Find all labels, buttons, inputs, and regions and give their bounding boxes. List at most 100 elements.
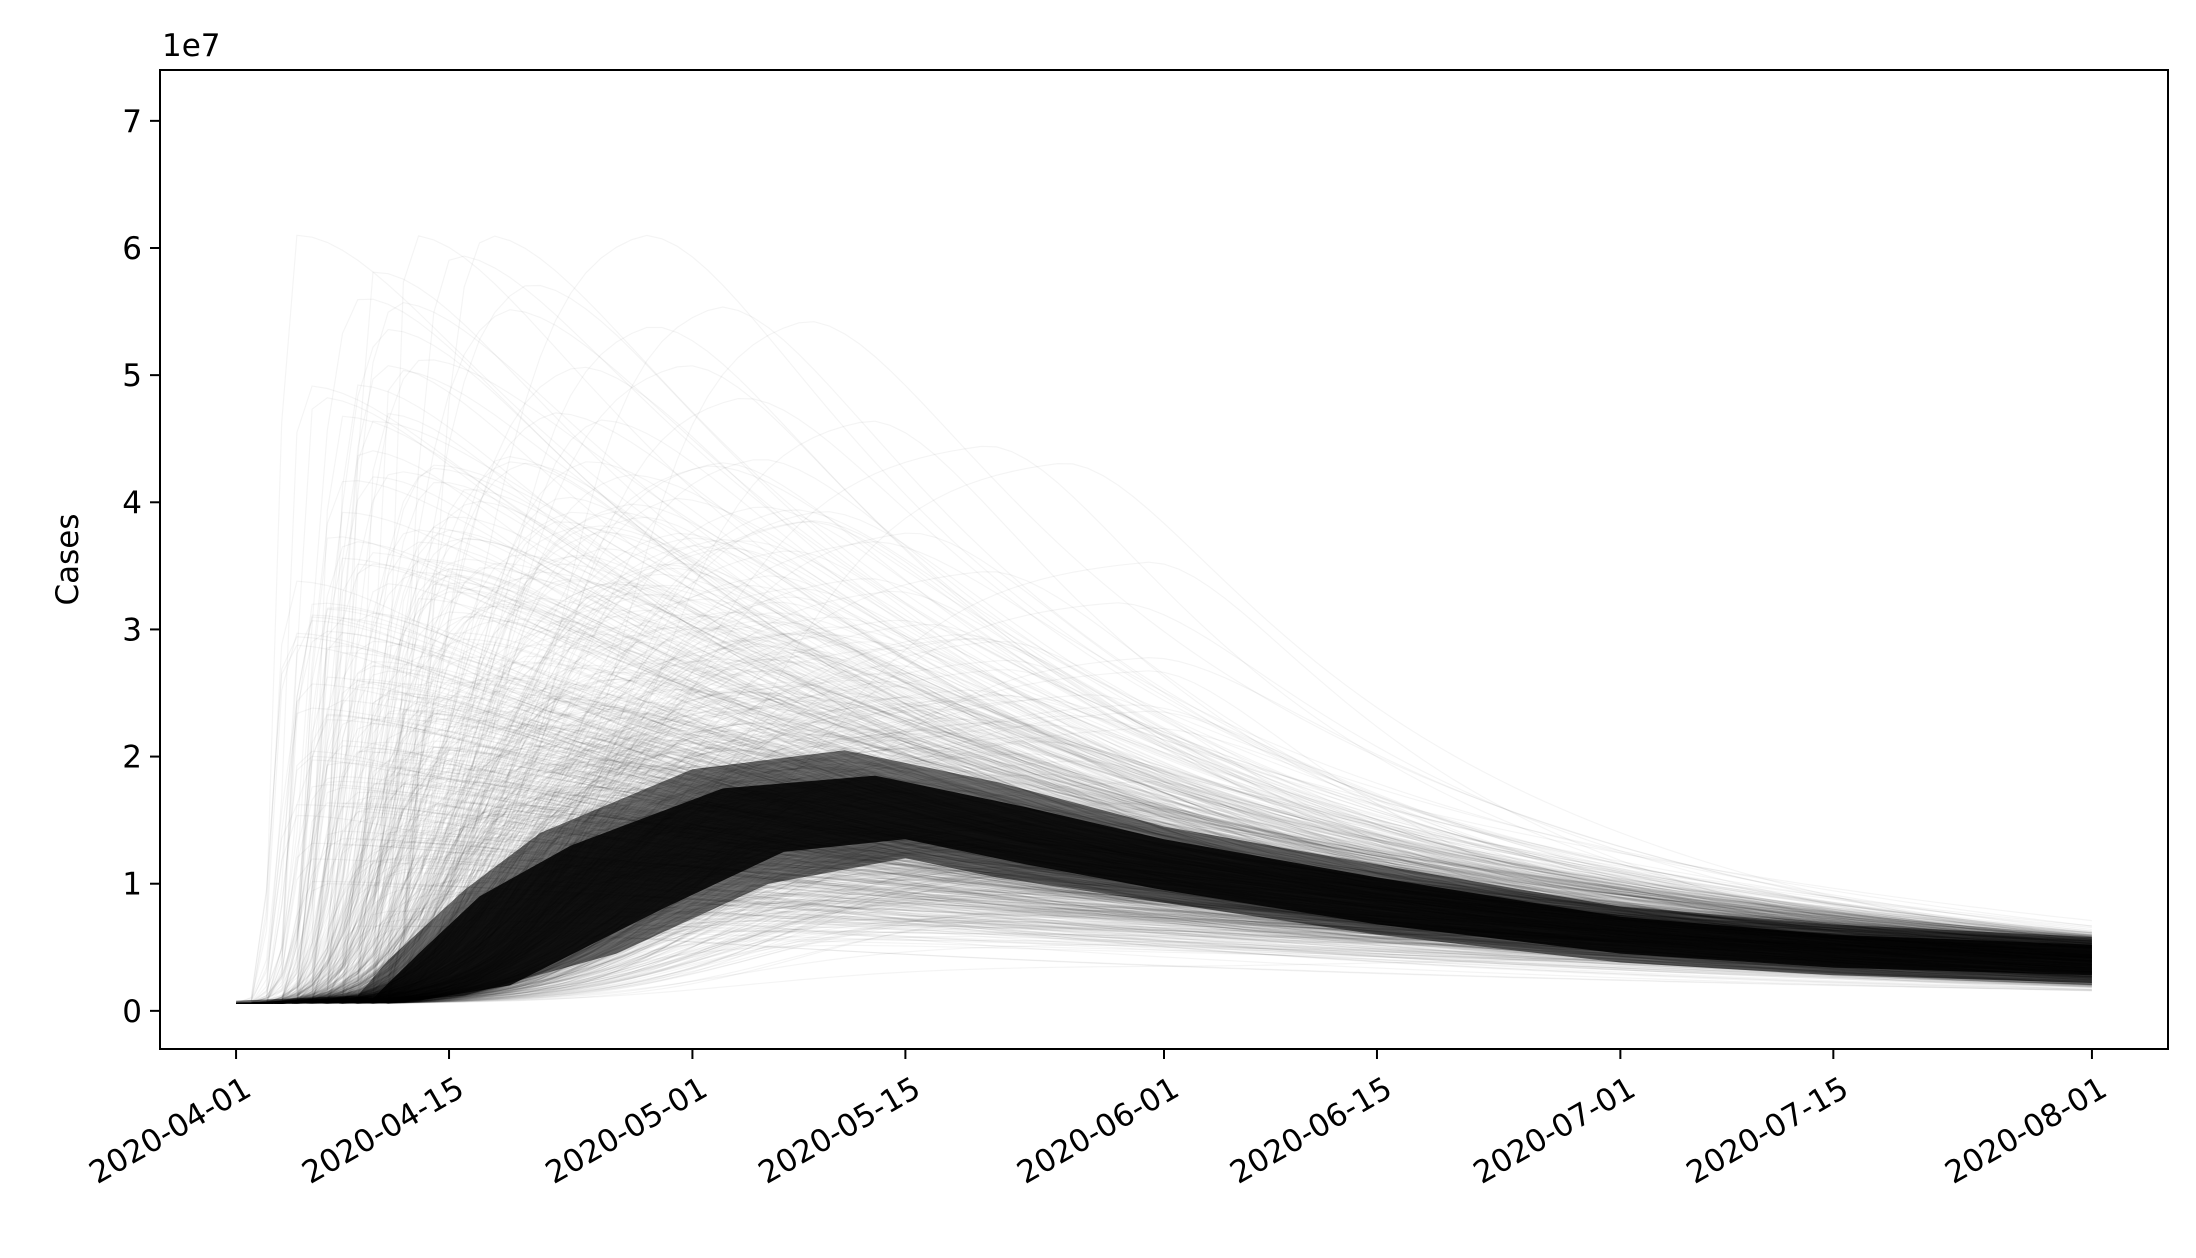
trajectory-line [236, 611, 2092, 1004]
trajectory-line [236, 768, 2092, 1004]
trajectory-line [236, 538, 2092, 1004]
trajectory-line [236, 706, 2092, 1004]
trajectory-line [236, 609, 2092, 1004]
trajectory-line [236, 627, 2092, 1004]
trajectory-line [236, 467, 2092, 1004]
trajectory-line [236, 594, 2092, 1004]
trajectory-line [236, 662, 2092, 1004]
dense-core-band-inner [266, 775, 2092, 1004]
trajectory-line [236, 541, 2092, 1004]
trajectory-line [236, 474, 2092, 1004]
y-tick-label: 0 [122, 994, 142, 1030]
y-tick-label: 3 [122, 612, 142, 648]
trajectory-line [236, 359, 2092, 1004]
trajectory-line [236, 369, 2092, 1004]
y-tick-label: 7 [122, 104, 142, 140]
trajectory-line [236, 704, 2092, 1004]
trajectory-line [236, 561, 2092, 1004]
trajectory-line [236, 587, 2092, 1004]
trajectory-line [236, 459, 2092, 1004]
trajectory-line [236, 471, 2092, 1004]
trajectory-line [236, 690, 2092, 1004]
trajectory-line [236, 540, 2092, 1004]
trajectory-line [236, 235, 2092, 1004]
y-axis-title: Cases [50, 513, 86, 605]
trajectory-line [236, 727, 2092, 1004]
trajectory-line [236, 531, 2092, 1004]
trajectory-line [236, 462, 2092, 1004]
trajectory-line [236, 656, 2092, 1004]
trajectory-line [236, 805, 2092, 1004]
trajectory-line [236, 497, 2092, 1004]
trajectory-line [236, 678, 2092, 1004]
trajectory-line [236, 479, 2092, 1004]
trajectory-line [236, 309, 2092, 1004]
trajectory-line [236, 741, 2092, 1004]
trajectory-line [236, 587, 2092, 1004]
trajectory-line [236, 419, 2092, 1004]
y-axis-offset-text: 1e7 [162, 28, 221, 64]
trajectory-line [236, 710, 2092, 1004]
trajectory-line [236, 563, 2092, 1004]
y-tick-label: 4 [122, 485, 142, 521]
trajectory-line [236, 694, 2092, 1004]
trajectory-line [236, 714, 2092, 1004]
trajectory-line [236, 511, 2092, 1004]
trajectory-line [236, 558, 2092, 1004]
trajectory-line [236, 822, 2092, 1004]
trajectory-line [236, 526, 2092, 1004]
trajectory-line [236, 906, 2092, 1004]
trajectory-line [236, 643, 2092, 1004]
trajectory-line [236, 235, 2092, 1004]
trajectory-line [236, 415, 2092, 1004]
trajectory-line [236, 660, 2092, 1004]
trajectory-line [236, 537, 2092, 1004]
trajectory-line [236, 605, 2092, 1004]
trajectory-line [236, 506, 2092, 1004]
trajectory-line [236, 525, 2092, 1004]
trajectory-line [236, 326, 2092, 1004]
trajectory-line [236, 636, 2092, 1004]
trajectory-ensemble [235, 234, 2092, 1004]
trajectory-line [236, 511, 2092, 1004]
trajectory-line [236, 554, 2092, 1004]
trajectory-line [236, 255, 2092, 1004]
trajectory-line [236, 624, 2092, 1004]
trajectory-line [236, 664, 2092, 1004]
trajectory-line [236, 306, 2092, 1004]
trajectory-line [236, 420, 2092, 1004]
trajectory-line [236, 584, 2092, 1004]
trajectory-line [236, 567, 2092, 1004]
trajectory-line [236, 611, 2092, 1004]
trajectory-line [236, 654, 2092, 1004]
trajectory-line [236, 591, 2092, 1004]
y-tick-label: 1 [122, 867, 142, 903]
trajectory-line [236, 662, 2092, 1004]
trajectory-line [236, 301, 2092, 1004]
trajectory-line [236, 597, 2092, 1004]
trajectory-line [236, 644, 2092, 1004]
trajectory-line [236, 412, 2092, 1004]
trajectory-line [236, 698, 2092, 1004]
trajectory-line [236, 567, 2092, 1004]
trajectory-line [236, 658, 2092, 1004]
trajectory-line [236, 541, 2092, 1004]
trajectory-line [236, 234, 2092, 1004]
trajectory-line [236, 809, 2092, 1004]
trajectory-line [236, 503, 2092, 1004]
trajectory-line [236, 808, 2092, 1004]
y-tick-label: 5 [122, 358, 142, 394]
trajectory-line [236, 465, 2092, 1004]
trajectory-line [236, 563, 2092, 1004]
trajectory-line [236, 602, 2092, 1004]
trajectory-line [236, 397, 2092, 1004]
trajectory-line [236, 584, 2092, 1004]
trajectory-line [236, 571, 2092, 1004]
trajectory-line [236, 560, 2092, 1004]
trajectory-line [236, 385, 2092, 1004]
trajectory-line [236, 573, 2092, 1004]
trajectory-line [236, 585, 2092, 1004]
trajectory-line [236, 615, 2092, 1004]
